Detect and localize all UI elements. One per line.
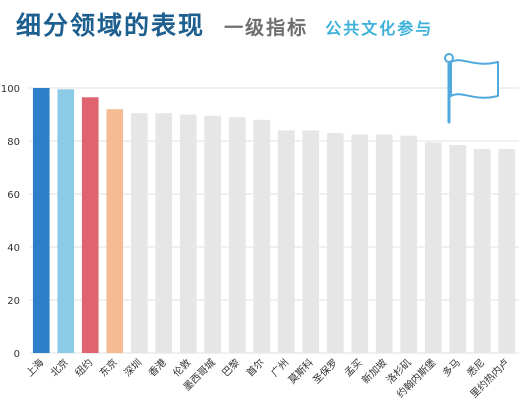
y-tick-label: 100: [1, 84, 20, 95]
bar: [498, 148, 516, 353]
bar: [351, 134, 369, 353]
bar: [57, 89, 75, 353]
x-tick-label: 孟买: [342, 357, 365, 380]
bar: [302, 130, 320, 353]
bar: [449, 144, 467, 353]
x-tick-label: 首尔: [244, 356, 267, 379]
bar: [473, 148, 491, 353]
bar: [375, 134, 393, 353]
bar: [155, 113, 173, 353]
indicator-category-label: 公共文化参与: [325, 19, 434, 38]
bar: [253, 119, 271, 353]
x-tick-label: 上海: [23, 356, 46, 379]
y-tick-label: 80: [7, 137, 20, 148]
bar: [424, 142, 442, 353]
bar: [326, 133, 344, 353]
chart-title: 细分领域的表现: [16, 11, 206, 40]
flag-icon: [444, 53, 499, 124]
bar: [32, 88, 50, 353]
x-tick-label: 悉尼: [465, 357, 488, 380]
x-tick-label: 广州: [269, 357, 292, 380]
x-tick-label: 莫斯科: [285, 356, 315, 386]
indicator-level-label: 一级指标: [224, 17, 309, 39]
x-tick-label: 伦敦: [170, 356, 193, 379]
bar: [204, 115, 222, 353]
bar: [81, 97, 99, 354]
bar: [130, 113, 148, 353]
x-tick-label: 纽约: [72, 356, 95, 379]
bar: [400, 135, 418, 353]
chart-header: 细分领域的表现 一级指标 公共文化参与: [16, 6, 433, 46]
y-tick-label: 60: [7, 190, 20, 201]
x-tick-label: 深圳: [122, 357, 145, 380]
bar: [277, 130, 295, 353]
y-tick-label: 0: [14, 349, 20, 360]
x-tick-label: 新加坡: [359, 356, 389, 386]
x-tick-label: 多马: [440, 356, 463, 379]
y-tick-label: 40: [7, 243, 20, 254]
bar: [106, 109, 124, 353]
x-tick-label: 香港: [146, 357, 169, 380]
x-tick-label: 东京: [97, 356, 120, 379]
x-tick-label: 巴黎: [219, 356, 242, 379]
bar: [179, 114, 197, 353]
y-tick-label: 20: [7, 296, 20, 307]
x-tick-label: 圣保罗: [310, 356, 340, 386]
x-tick-label: 北京: [48, 356, 71, 379]
bar: [228, 117, 246, 354]
